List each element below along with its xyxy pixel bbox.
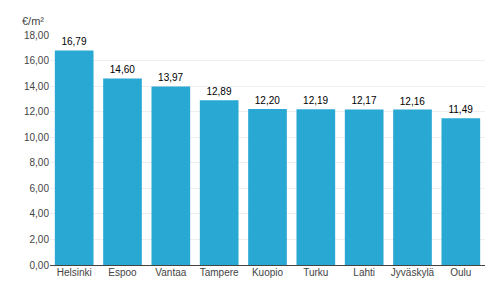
svg-text:4,00: 4,00 [30, 208, 50, 219]
svg-text:8,00: 8,00 [30, 157, 50, 168]
svg-text:12,00: 12,00 [24, 106, 49, 117]
svg-text:12,19: 12,19 [303, 95, 328, 106]
svg-text:€/m²: €/m² [22, 15, 44, 27]
svg-text:10,00: 10,00 [24, 132, 49, 143]
svg-text:Jyväskylä: Jyväskylä [391, 267, 435, 278]
svg-text:12,16: 12,16 [400, 96, 425, 107]
svg-text:Kuopio: Kuopio [252, 267, 284, 278]
svg-text:0,00: 0,00 [30, 260, 50, 271]
svg-text:12,89: 12,89 [206, 86, 231, 97]
svg-text:Lahti: Lahti [353, 267, 375, 278]
svg-text:Espoo: Espoo [108, 267, 137, 278]
svg-text:2,00: 2,00 [30, 234, 50, 245]
svg-text:14,60: 14,60 [110, 64, 135, 75]
svg-text:6,00: 6,00 [30, 183, 50, 194]
svg-text:14,00: 14,00 [24, 81, 49, 92]
svg-text:Helsinki: Helsinki [57, 267, 92, 278]
svg-text:11,49: 11,49 [448, 104, 473, 115]
svg-text:13,97: 13,97 [158, 72, 183, 83]
svg-text:Vantaa: Vantaa [155, 267, 186, 278]
svg-text:18,00: 18,00 [24, 30, 49, 41]
svg-text:12,17: 12,17 [351, 95, 376, 106]
svg-text:16,00: 16,00 [24, 55, 49, 66]
svg-text:12,20: 12,20 [255, 95, 280, 106]
svg-text:Oulu: Oulu [450, 267, 471, 278]
svg-text:16,79: 16,79 [61, 36, 86, 47]
svg-text:Turku: Turku [303, 267, 328, 278]
svg-text:Tampere: Tampere [200, 267, 239, 278]
